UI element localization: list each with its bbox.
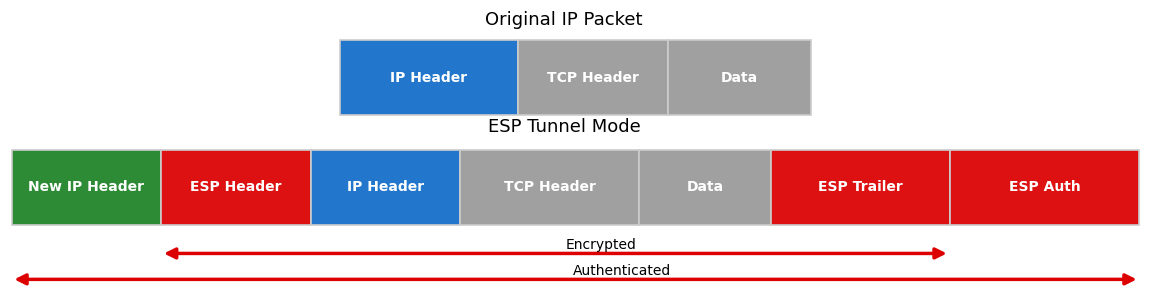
Text: ESP Header: ESP Header (190, 180, 282, 194)
Bar (668, 40, 811, 115)
Bar (950, 150, 1139, 225)
Text: Encrypted: Encrypted (566, 238, 637, 252)
Bar (311, 150, 460, 225)
Bar (771, 150, 950, 225)
Text: ESP Trailer: ESP Trailer (818, 180, 902, 194)
Bar (340, 40, 518, 115)
Bar (161, 150, 311, 225)
Text: TCP Header: TCP Header (547, 71, 639, 85)
Text: Data: Data (721, 71, 759, 85)
Text: Original IP Packet: Original IP Packet (486, 11, 642, 29)
Bar (639, 150, 771, 225)
Text: New IP Header: New IP Header (29, 180, 144, 194)
Text: Data: Data (686, 180, 724, 194)
Text: Authenticated: Authenticated (572, 264, 671, 278)
Text: TCP Header: TCP Header (504, 180, 595, 194)
Bar (518, 40, 668, 115)
Bar (460, 150, 639, 225)
Text: IP Header: IP Header (346, 180, 425, 194)
Text: ESP Auth: ESP Auth (1008, 180, 1081, 194)
Text: IP Header: IP Header (390, 71, 467, 85)
Bar (12, 150, 161, 225)
Text: ESP Tunnel Mode: ESP Tunnel Mode (488, 118, 640, 136)
